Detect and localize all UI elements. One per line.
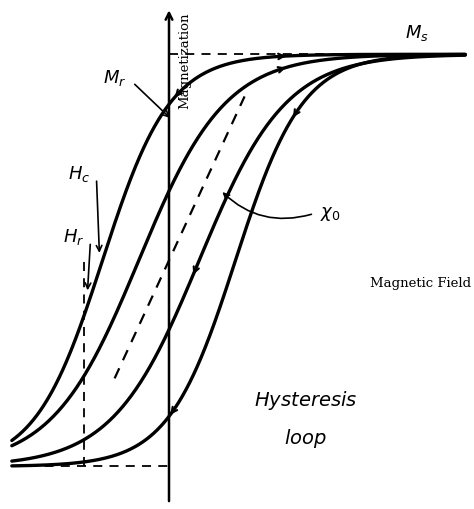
Text: $M_s$: $M_s$ [405,22,428,43]
Text: $H_r$: $H_r$ [63,227,84,247]
Text: $\mathit{loop}$: $\mathit{loop}$ [284,427,327,450]
Text: $\chi_0$: $\chi_0$ [320,205,341,222]
Text: $M_r$: $M_r$ [103,68,127,88]
Text: Magnetic Field: Magnetic Field [370,277,471,290]
Text: Magnetization: Magnetization [178,12,191,108]
Text: $\mathit{Hysteresis}$: $\mathit{Hysteresis}$ [254,389,357,412]
Text: $H_c$: $H_c$ [68,164,91,184]
